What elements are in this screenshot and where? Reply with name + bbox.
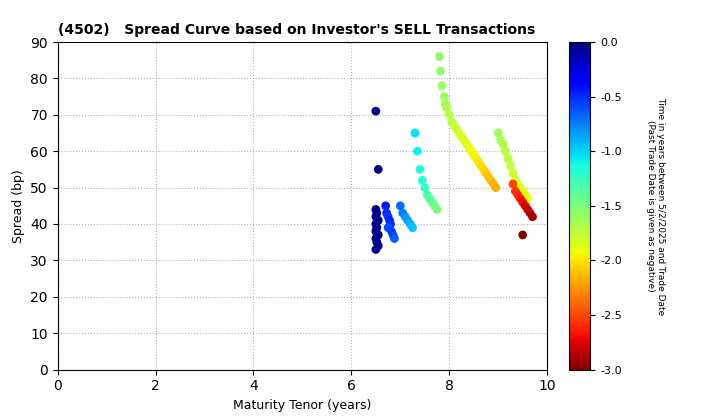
Point bbox=[424, 195, 436, 202]
Point bbox=[454, 130, 465, 136]
Point bbox=[515, 195, 526, 202]
Point bbox=[485, 177, 497, 184]
Point bbox=[371, 210, 382, 216]
Point bbox=[371, 224, 382, 231]
Point bbox=[436, 82, 448, 89]
Point bbox=[384, 217, 395, 224]
Point bbox=[370, 246, 382, 253]
Point bbox=[507, 170, 518, 176]
Point bbox=[384, 220, 396, 227]
Point bbox=[475, 163, 487, 169]
Point bbox=[466, 148, 477, 155]
Point bbox=[386, 228, 397, 235]
Point bbox=[517, 231, 528, 238]
Point bbox=[370, 235, 382, 242]
Point bbox=[517, 199, 528, 205]
Point bbox=[433, 53, 445, 60]
Point bbox=[456, 133, 467, 140]
Point bbox=[441, 104, 453, 111]
Point bbox=[395, 202, 406, 209]
Point bbox=[431, 206, 443, 213]
Point bbox=[438, 93, 450, 100]
Point bbox=[370, 206, 382, 213]
Point bbox=[510, 177, 521, 184]
Point bbox=[500, 148, 511, 155]
Point bbox=[372, 166, 384, 173]
Point bbox=[419, 184, 431, 191]
Point bbox=[468, 152, 480, 158]
Point bbox=[429, 202, 441, 209]
Point bbox=[435, 68, 446, 74]
Point bbox=[519, 202, 531, 209]
Point bbox=[382, 213, 394, 220]
Point bbox=[515, 184, 526, 191]
Point bbox=[389, 235, 400, 242]
Point bbox=[405, 220, 416, 227]
Point bbox=[426, 199, 438, 205]
Point bbox=[417, 177, 428, 184]
Point bbox=[421, 192, 433, 198]
Point bbox=[512, 181, 523, 187]
Point bbox=[505, 163, 516, 169]
Text: Time in years between 5/2/2025 and Trade Date
(Past Trade Date is given as negat: Time in years between 5/2/2025 and Trade… bbox=[646, 97, 665, 315]
Point bbox=[458, 137, 469, 144]
Point bbox=[492, 130, 504, 136]
Text: (4502)   Spread Curve based on Investor's SELL Transactions: (4502) Spread Curve based on Investor's … bbox=[58, 23, 535, 37]
Point bbox=[510, 188, 521, 194]
Point bbox=[495, 137, 506, 144]
Point bbox=[517, 188, 528, 194]
Point bbox=[463, 144, 474, 151]
Point bbox=[372, 217, 384, 224]
Point bbox=[370, 220, 382, 227]
Point bbox=[522, 206, 534, 213]
Point bbox=[440, 100, 451, 107]
Point bbox=[397, 210, 408, 216]
Point bbox=[371, 239, 382, 246]
Point bbox=[372, 242, 384, 249]
Point bbox=[414, 166, 426, 173]
X-axis label: Maturity Tenor (years): Maturity Tenor (years) bbox=[233, 399, 372, 412]
Point bbox=[507, 181, 518, 187]
Point bbox=[381, 210, 392, 216]
Point bbox=[470, 155, 482, 162]
Point bbox=[519, 192, 531, 198]
Point bbox=[387, 231, 399, 238]
Point bbox=[409, 130, 420, 136]
Point bbox=[372, 231, 384, 238]
Point bbox=[380, 202, 392, 209]
Y-axis label: Spread (bp): Spread (bp) bbox=[12, 169, 24, 243]
Point bbox=[487, 181, 499, 187]
Point bbox=[444, 111, 455, 118]
Point bbox=[370, 228, 382, 235]
Point bbox=[370, 213, 382, 220]
Point bbox=[451, 126, 462, 133]
Point bbox=[473, 159, 485, 165]
Point bbox=[478, 166, 490, 173]
Point bbox=[498, 141, 509, 147]
Point bbox=[400, 213, 411, 220]
Point bbox=[503, 155, 514, 162]
Point bbox=[480, 170, 492, 176]
Point bbox=[407, 224, 418, 231]
Point bbox=[524, 210, 536, 216]
Point bbox=[382, 224, 394, 231]
Point bbox=[449, 122, 460, 129]
Point bbox=[527, 213, 539, 220]
Point bbox=[490, 184, 502, 191]
Point bbox=[461, 141, 472, 147]
Point bbox=[512, 192, 523, 198]
Point bbox=[402, 217, 413, 224]
Point bbox=[412, 148, 423, 155]
Point bbox=[522, 195, 534, 202]
Point bbox=[482, 173, 494, 180]
Point bbox=[370, 108, 382, 115]
Point bbox=[446, 119, 457, 126]
